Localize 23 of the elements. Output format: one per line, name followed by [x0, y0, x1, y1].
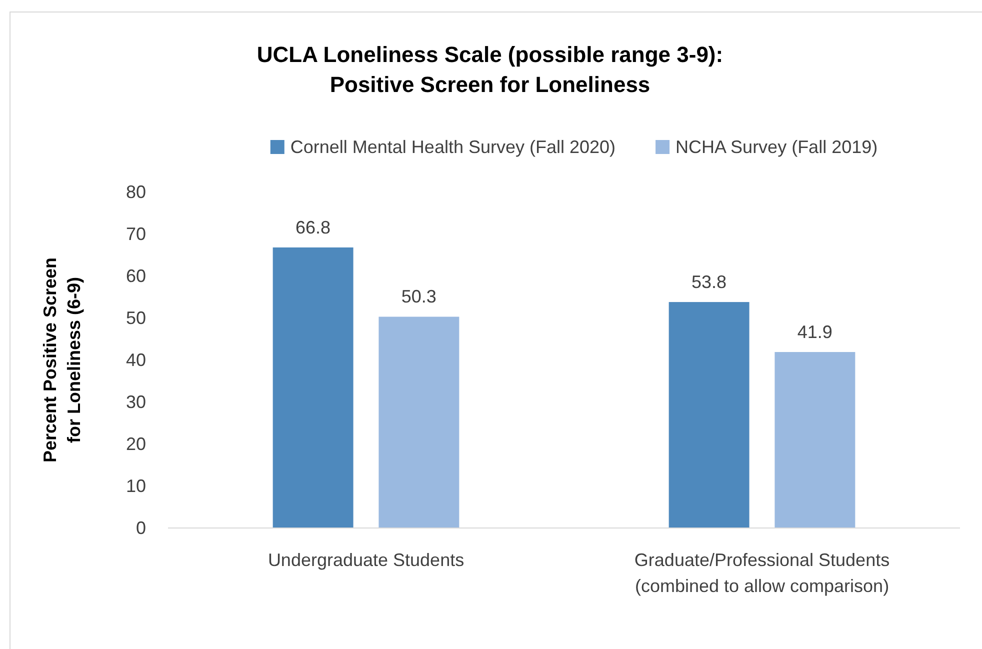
y-tick-label: 50 — [126, 308, 146, 328]
y-tick-label: 0 — [136, 518, 146, 538]
data-label: 53.8 — [692, 272, 727, 292]
data-label: 50.3 — [401, 286, 436, 307]
y-tick-label: 20 — [126, 434, 146, 454]
bar — [378, 316, 460, 528]
y-tick-label: 40 — [126, 350, 146, 370]
y-axis-title: Percent Positive Screen for Loneliness (6-9) — [40, 257, 84, 463]
data-label: 66.8 — [296, 217, 331, 238]
x-tick-label: Undergraduate Students — [268, 550, 464, 570]
bar — [774, 352, 856, 528]
y-tick-label: 70 — [126, 224, 146, 244]
x-tick-label: Graduate/Professional Students (combined to allow comparison) — [634, 550, 890, 596]
chart-title: UCLA Loneliness Scale (possible range 3-9): Positive Screen for Loneliness — [256, 42, 724, 97]
y-tick-label: 30 — [126, 392, 146, 412]
bar — [668, 302, 750, 528]
y-tick-label: 80 — [126, 182, 146, 202]
legend-label: Cornell Mental Health Survey (Fall 2020) — [290, 137, 616, 157]
bar — [272, 247, 354, 528]
legend-label: NCHA Survey (Fall 2019) — [676, 137, 878, 157]
data-label: 41.9 — [797, 322, 832, 342]
y-tick-label: 10 — [126, 476, 146, 496]
y-tick-label: 60 — [126, 266, 146, 286]
